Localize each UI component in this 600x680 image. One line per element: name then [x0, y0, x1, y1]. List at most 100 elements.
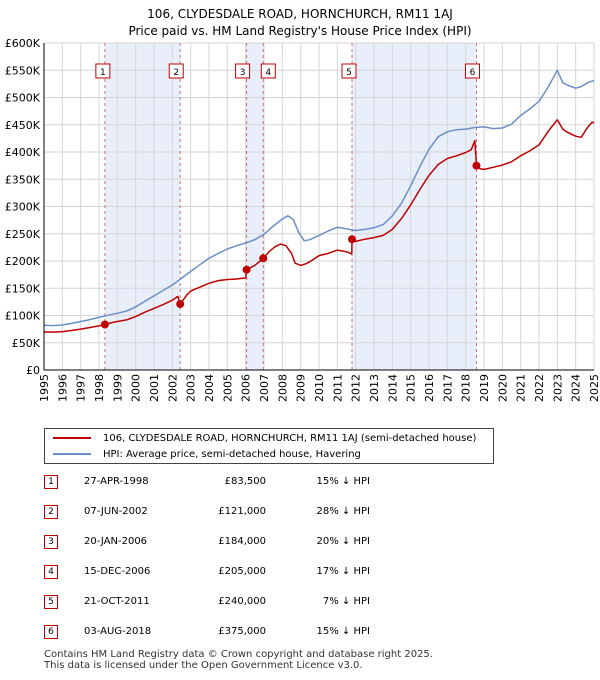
- sale-price: £121,000: [218, 506, 266, 517]
- sale-hpi-diff: 20% ↓ HPI: [316, 536, 370, 547]
- sale-label-box: [260, 63, 276, 79]
- x-tick-label: 2010: [313, 374, 326, 402]
- sale-label-text: 5: [346, 68, 352, 78]
- sale-label-text: 3: [240, 68, 246, 78]
- y-tick-label: £0: [26, 364, 40, 377]
- sale-label-text: 2: [173, 68, 179, 78]
- x-tick-label: 2015: [405, 374, 418, 402]
- sale-label-text: 6: [470, 68, 476, 78]
- x-tick-label: 2007: [258, 374, 271, 402]
- y-tick-label: £450K: [5, 119, 41, 132]
- table-row: 3 20-JAN-2006 £184,000 20% ↓ HPI: [0, 532, 600, 552]
- x-tick-label: 2005: [221, 374, 234, 402]
- sale-number-badge: 3: [44, 535, 58, 549]
- sale-hpi-diff: 7% ↓ HPI: [322, 596, 370, 607]
- sale-point: [242, 265, 251, 274]
- legend-swatch-hpi: [53, 453, 91, 455]
- footer-copyright: Contains HM Land Registry data © Crown c…: [44, 649, 433, 660]
- chart-legend: 106, CLYDESDALE ROAD, HORNCHURCH, RM11 1…: [44, 428, 494, 464]
- legend-label-property: 106, CLYDESDALE ROAD, HORNCHURCH, RM11 1…: [103, 433, 477, 444]
- hpi-line: [43, 69, 595, 327]
- y-tick-label: £350K: [5, 173, 41, 186]
- x-tick-label: 2024: [570, 374, 583, 402]
- sale-label-text: 4: [265, 68, 271, 78]
- legend-item-property: 106, CLYDESDALE ROAD, HORNCHURCH, RM11 1…: [53, 431, 476, 447]
- footer-licence: This data is licensed under the Open Gov…: [44, 660, 363, 671]
- sale-price: £205,000: [218, 566, 266, 577]
- x-tick-label: 2011: [331, 374, 344, 402]
- y-tick-label: £150K: [5, 282, 41, 295]
- sale-price: £375,000: [218, 626, 266, 637]
- x-tick-label: 2018: [460, 374, 473, 402]
- x-tick-label: 2013: [368, 374, 381, 402]
- sale-label-box: [341, 63, 357, 79]
- sale-point: [100, 320, 109, 329]
- chart-subtitle: Price paid vs. HM Land Registry's House …: [128, 24, 472, 38]
- sale-hpi-diff: 17% ↓ HPI: [316, 566, 370, 577]
- y-tick-label: £500K: [5, 92, 41, 105]
- sale-number-badge: 5: [44, 595, 58, 609]
- sale-number-badge: 4: [44, 565, 58, 579]
- x-tick-label: 1998: [93, 374, 106, 402]
- table-row: 4 15-DEC-2006 £205,000 17% ↓ HPI: [0, 562, 600, 582]
- y-tick-label: £200K: [5, 255, 41, 268]
- x-tick-label: 2016: [423, 374, 436, 402]
- sale-number-badge: 1: [44, 475, 58, 489]
- sale-date: 03-AUG-2018: [84, 626, 152, 637]
- y-tick-label: £100K: [5, 310, 41, 323]
- y-tick-label: £300K: [5, 201, 41, 214]
- x-tick-label: 2000: [130, 374, 143, 402]
- x-tick-label: 2019: [478, 374, 491, 402]
- y-tick-label: £250K: [5, 228, 41, 241]
- sale-date: 20-JAN-2006: [84, 536, 148, 547]
- sale-date: 15-DEC-2006: [84, 566, 151, 577]
- sale-label-box: [235, 63, 251, 79]
- x-tick-label: 2022: [533, 374, 546, 402]
- x-tick-label: 2023: [551, 374, 564, 402]
- sale-point: [259, 254, 268, 263]
- sale-number-badge: 2: [44, 505, 58, 519]
- x-tick-label: 2017: [441, 374, 454, 402]
- x-tick-label: 1995: [38, 374, 51, 402]
- sale-label-box: [95, 63, 111, 79]
- y-tick-label: £50K: [12, 337, 41, 350]
- y-tick-label: £400K: [5, 146, 41, 159]
- sale-hpi-diff: 15% ↓ HPI: [316, 626, 370, 637]
- sale-date: 21-OCT-2011: [84, 596, 150, 607]
- sale-label-text: 1: [100, 68, 106, 78]
- sale-point: [176, 300, 185, 309]
- sale-label-box: [464, 63, 480, 79]
- sale-number-badge: 6: [44, 625, 58, 639]
- sale-date: 27-APR-1998: [84, 476, 149, 487]
- chart-title-block: 106, CLYDESDALE ROAD, HORNCHURCH, RM11 1…: [0, 6, 600, 40]
- x-tick-label: 2021: [515, 374, 528, 402]
- property-price-line: [43, 119, 595, 333]
- x-tick-label: 2012: [350, 374, 363, 402]
- legend-label-hpi: HPI: Average price, semi-detached house,…: [103, 449, 361, 460]
- sale-price: £184,000: [218, 536, 266, 547]
- x-tick-label: 2009: [295, 374, 308, 402]
- sale-date: 07-JUN-2002: [84, 506, 148, 517]
- x-tick-label: 1996: [56, 374, 69, 402]
- x-tick-label: 1999: [111, 374, 124, 402]
- price-chart: 1 2 3 4 5 6 £0 £50K £100K £150K £200K £250K £300K £3…: [5, 37, 600, 402]
- sale-point: [472, 161, 481, 170]
- x-tick-label: 2004: [203, 374, 216, 402]
- x-tick-label: 2008: [276, 374, 289, 402]
- sale-hpi-diff: 28% ↓ HPI: [316, 506, 370, 517]
- sale-price: £240,000: [218, 596, 266, 607]
- footer-attribution: Contains HM Land Registry data © Crown c…: [44, 649, 433, 671]
- y-tick-label: £550K: [5, 64, 41, 77]
- x-tick-label: 2014: [386, 374, 399, 402]
- table-row: 1 27-APR-1998 £83,500 15% ↓ HPI: [0, 472, 600, 492]
- x-tick-label: 2002: [166, 374, 179, 402]
- table-row: 5 21-OCT-2011 £240,000 7% ↓ HPI: [0, 592, 600, 612]
- x-tick-label: 2020: [496, 374, 509, 402]
- sale-hpi-diff: 15% ↓ HPI: [316, 476, 370, 487]
- x-tick-label: 2025: [588, 374, 600, 402]
- chart-title: 106, CLYDESDALE ROAD, HORNCHURCH, RM11 1…: [147, 7, 453, 21]
- sale-price: £83,500: [224, 476, 266, 487]
- x-tick-label: 1997: [75, 374, 88, 402]
- table-row: 2 07-JUN-2002 £121,000 28% ↓ HPI: [0, 502, 600, 522]
- y-tick-label: £600K: [5, 37, 41, 50]
